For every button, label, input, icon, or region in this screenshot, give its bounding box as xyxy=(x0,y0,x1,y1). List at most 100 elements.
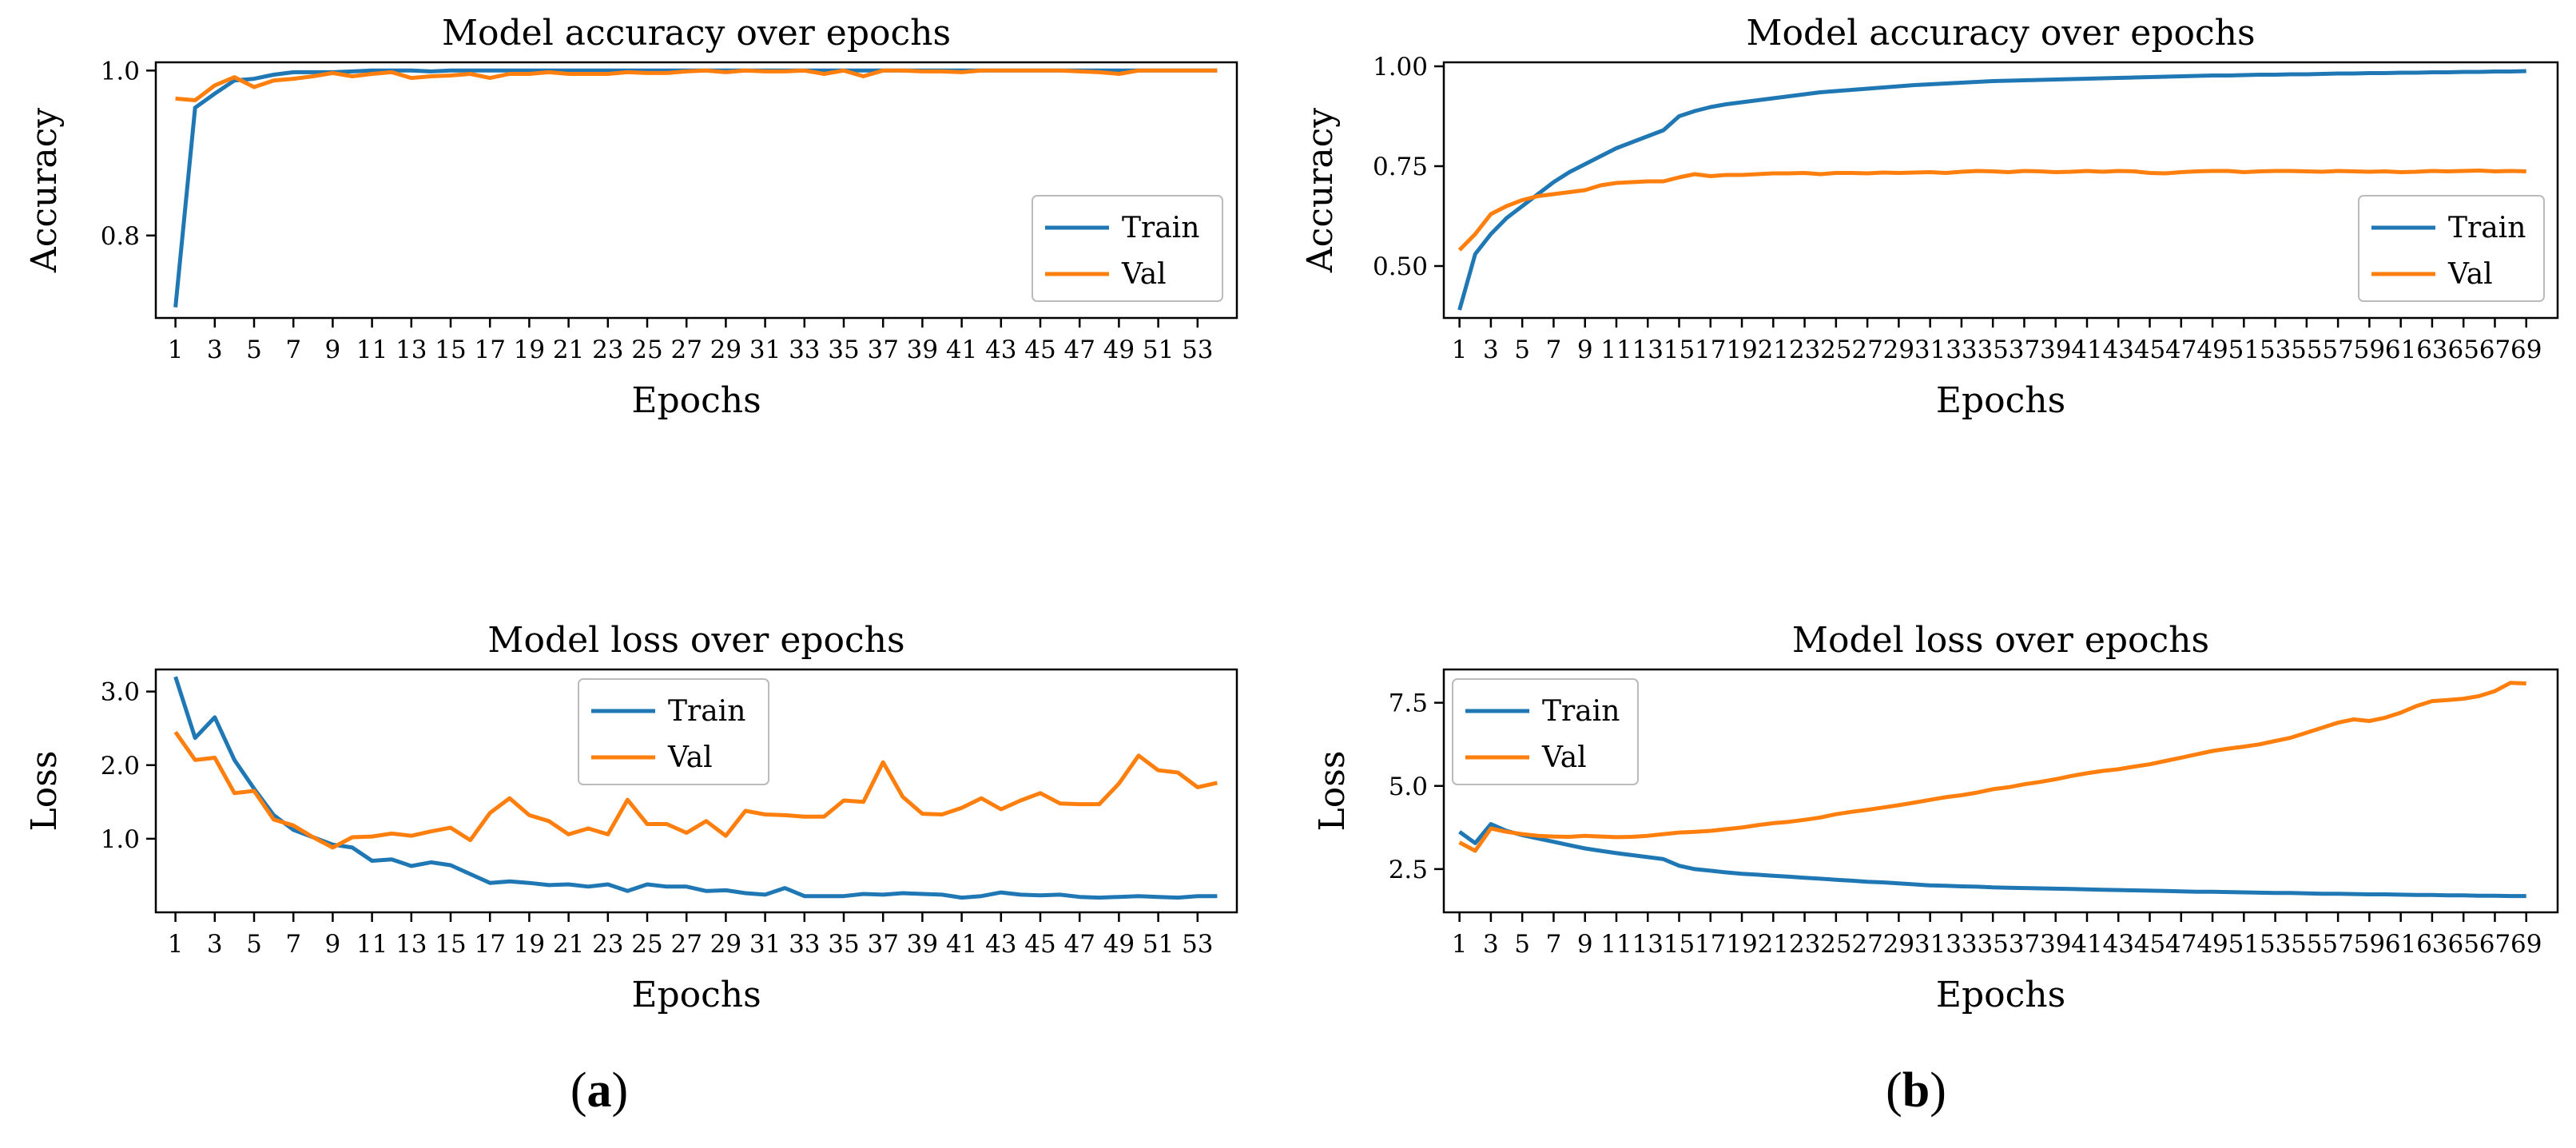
x-tick-label: 35 xyxy=(828,336,859,364)
x-axis-label: Epochs xyxy=(631,380,761,421)
x-tick-label: 9 xyxy=(1577,336,1593,364)
plot-frame xyxy=(154,61,1238,320)
x-tick-label: 3 xyxy=(1483,930,1499,959)
x-tick-label: 57 xyxy=(2322,930,2353,959)
x-tick-label: 47 xyxy=(2165,930,2196,959)
x-tick-label: 31 xyxy=(749,336,781,364)
x-tick-label: 25 xyxy=(1820,336,1851,364)
x-tick-label: 33 xyxy=(789,930,820,959)
x-tick-label: 43 xyxy=(2103,930,2134,959)
chart-title: Model loss over epochs xyxy=(487,620,904,661)
x-tick-label: 13 xyxy=(1632,930,1664,959)
x-tick-label: 51 xyxy=(2228,930,2260,959)
x-tick-label: 15 xyxy=(1664,930,1695,959)
plot-frame xyxy=(1442,61,2559,320)
chart-title: Model accuracy over epochs xyxy=(442,13,951,54)
x-tick-label: 1 xyxy=(168,930,184,959)
x-tick-label: 63 xyxy=(2416,930,2447,959)
x-tick-label: 31 xyxy=(1914,930,1946,959)
x-tick-label: 11 xyxy=(356,336,388,364)
y-axis: 0.8 1.0 xyxy=(101,57,156,251)
x-tick-label: 21 xyxy=(553,336,584,364)
x-tick-label: 17 xyxy=(1695,336,1726,364)
x-tick-label: 41 xyxy=(946,930,977,959)
x-tick-label: 29 xyxy=(1883,930,1914,959)
series-line-val xyxy=(1457,169,2526,252)
x-tick-label: 61 xyxy=(2385,336,2416,364)
y-tick-label: 5.0 xyxy=(1389,773,1428,801)
x-tick-label: 3 xyxy=(207,336,223,364)
legend-label-train: Train xyxy=(2448,212,2526,244)
x-tick-label: 39 xyxy=(907,930,938,959)
x-tick-label: 69 xyxy=(2510,930,2542,959)
x-tick-label: 17 xyxy=(474,930,505,959)
x-tick-label: 15 xyxy=(1664,336,1695,364)
x-tick-label: 27 xyxy=(670,930,702,959)
legend: Train Val xyxy=(1452,678,1639,785)
y-tick-label: 2.0 xyxy=(101,752,140,781)
legend-label-val: Val xyxy=(2447,258,2493,291)
x-tick-label: 37 xyxy=(2009,930,2040,959)
x-tick-label: 41 xyxy=(2071,930,2102,959)
x-tick-label: 47 xyxy=(1063,930,1095,959)
x-tick-label: 7 xyxy=(1546,930,1562,959)
x-tick-label: 13 xyxy=(396,336,427,364)
plot-frame xyxy=(154,668,1238,914)
x-tick-label: 9 xyxy=(325,930,341,959)
x-tick-label: 57 xyxy=(2322,336,2353,364)
x-tick-label: 37 xyxy=(2009,336,2040,364)
x-tick-label: 35 xyxy=(1977,930,2008,959)
y-axis-label: Loss xyxy=(24,751,65,832)
x-tick-label: 49 xyxy=(2196,336,2228,364)
x-tick-label: 33 xyxy=(789,336,820,364)
x-tick-label: 45 xyxy=(1024,336,1055,364)
x-axis: 1 3 5 7 9 11 13 15 17 19 21 23 25 27 29 31 33 35 37 39 41 43 4… xyxy=(168,912,1214,959)
x-tick-label: 67 xyxy=(2479,930,2510,959)
x-tick-label: 43 xyxy=(2103,336,2134,364)
x-tick-label: 19 xyxy=(1726,930,1757,959)
x-tick-label: 43 xyxy=(985,336,1016,364)
x-tick-label: 17 xyxy=(1695,930,1726,959)
x-tick-label: 31 xyxy=(749,930,781,959)
x-tick-label: 67 xyxy=(2479,336,2510,364)
legend: Train Val xyxy=(2358,195,2545,302)
x-tick-label: 41 xyxy=(946,336,977,364)
legend: Train Val xyxy=(578,678,769,785)
x-axis: 1 3 5 7 9 11 13 15 17 19 21 23 25 27 29 31 33 35 37 39 41 43 4… xyxy=(1452,912,2542,959)
x-tick-label: 37 xyxy=(867,930,898,959)
x-tick-label: 55 xyxy=(2291,930,2322,959)
series-line-train xyxy=(1457,69,2526,311)
series-line-train xyxy=(1458,822,2526,899)
x-tick-label: 1 xyxy=(1452,336,1468,364)
x-tick-label: 7 xyxy=(285,930,301,959)
x-tick-label: 65 xyxy=(2447,930,2479,959)
x-tick-label: 33 xyxy=(1946,336,1977,364)
x-tick-label: 59 xyxy=(2354,336,2385,364)
series-line-val xyxy=(1458,681,2526,853)
legend-label-val: Val xyxy=(667,741,713,774)
x-tick-label: 35 xyxy=(828,930,859,959)
x-tick-label: 13 xyxy=(396,930,427,959)
x-tick-label: 51 xyxy=(2228,336,2260,364)
plot-frame xyxy=(1442,668,2559,914)
x-tick-label: 7 xyxy=(285,336,301,364)
x-tick-label: 7 xyxy=(1546,336,1562,364)
x-tick-label: 29 xyxy=(710,336,741,364)
x-tick-label: 27 xyxy=(1851,336,1882,364)
x-axis-label: Epochs xyxy=(1936,380,2065,421)
x-tick-label: 53 xyxy=(2260,930,2291,959)
x-tick-label: 33 xyxy=(1946,930,1977,959)
x-tick-label: 1 xyxy=(1452,930,1468,959)
x-tick-label: 11 xyxy=(1600,930,1632,959)
x-tick-label: 35 xyxy=(1977,336,2008,364)
x-tick-label: 49 xyxy=(1103,930,1135,959)
x-tick-label: 29 xyxy=(710,930,741,959)
x-tick-label: 9 xyxy=(1577,930,1593,959)
x-tick-label: 21 xyxy=(1758,930,1789,959)
x-tick-label: 17 xyxy=(474,336,505,364)
y-axis-label: Loss xyxy=(1312,751,1353,832)
